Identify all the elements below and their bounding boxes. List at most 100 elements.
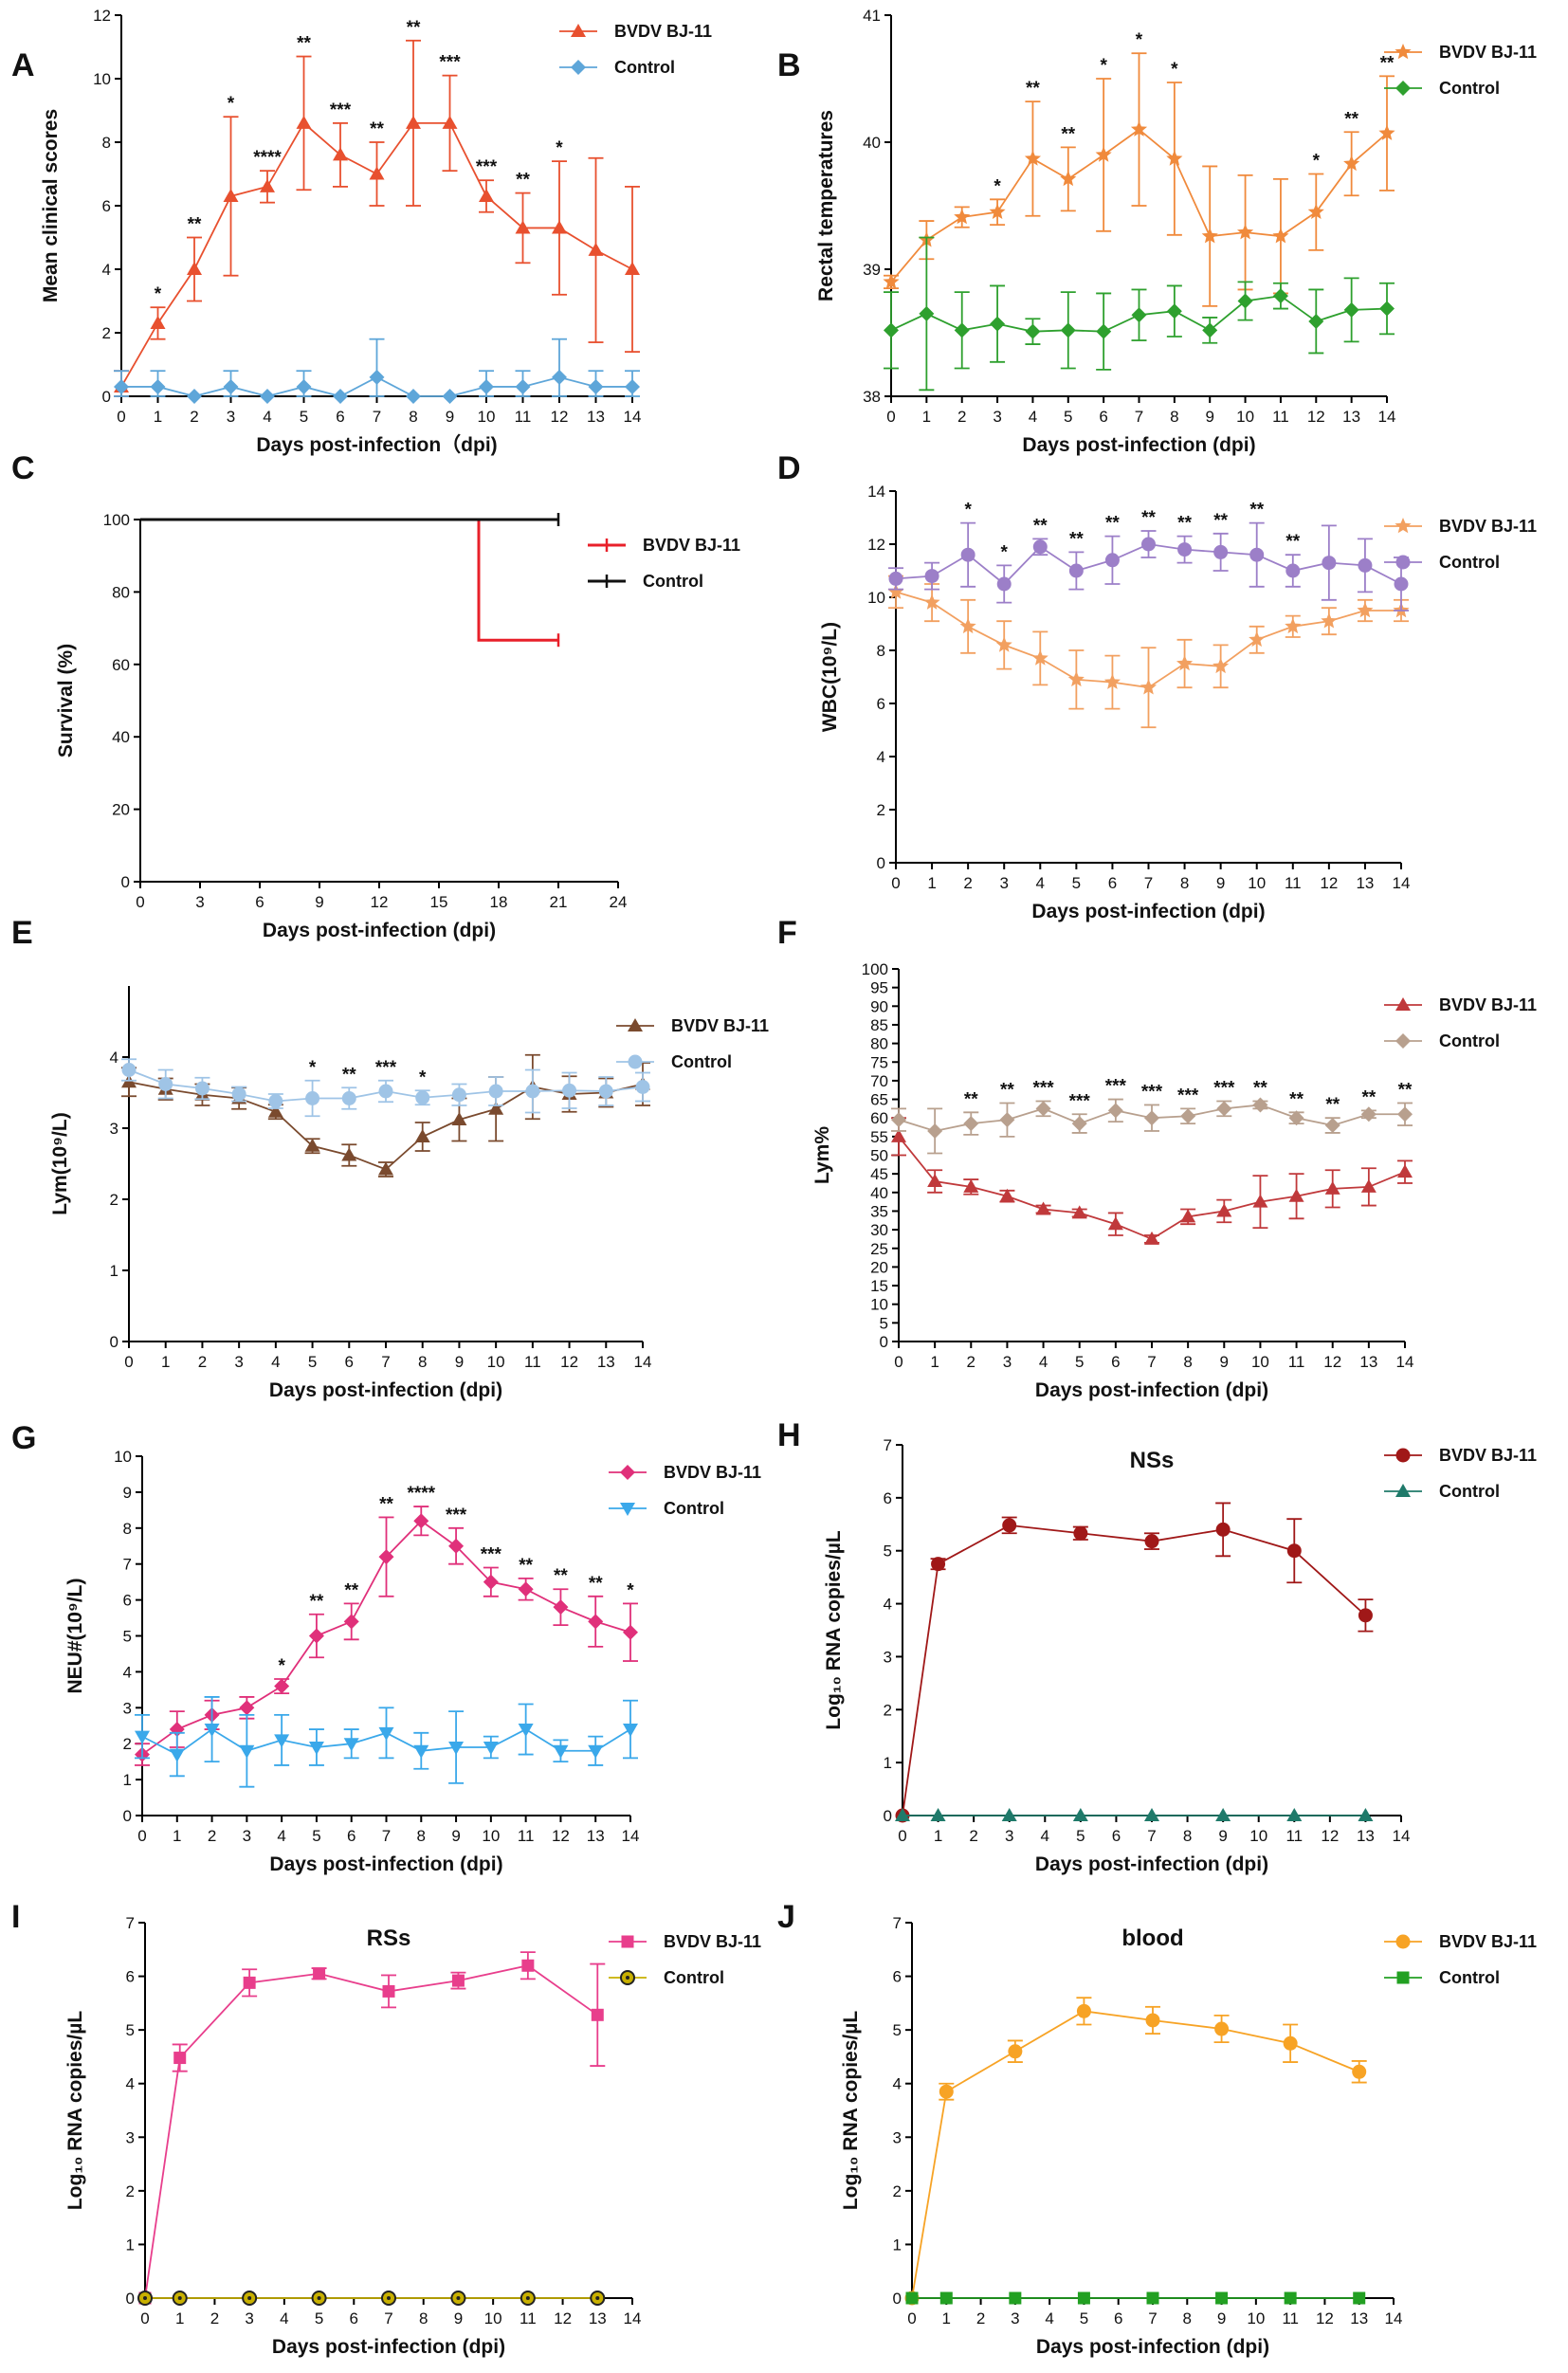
panel-g-point <box>553 1599 569 1615</box>
panel-a-point <box>223 378 239 394</box>
panel-e-xtick-label: 14 <box>634 1353 652 1371</box>
panel-a-point <box>187 262 202 275</box>
panel-f-significance: *** <box>1213 1079 1235 1099</box>
panel-e-point <box>451 1087 466 1103</box>
panel-g-point <box>308 1628 324 1644</box>
panel-d-point <box>1249 547 1265 562</box>
panel-g-point <box>448 1741 465 1755</box>
panel-j-title: blood <box>1121 1926 1183 1951</box>
panel-f-significance: *** <box>1105 1077 1127 1097</box>
panel-d-point <box>1032 539 1048 555</box>
panel-f-xtick-label: 0 <box>894 1353 903 1371</box>
panel-h-point <box>1286 1808 1303 1821</box>
panel-b-xtick-label: 5 <box>1064 408 1072 426</box>
panel-i-point <box>382 1984 395 1998</box>
panel-a-point <box>333 389 348 404</box>
panel-b-point <box>1343 155 1360 172</box>
panel-d-point <box>924 569 939 584</box>
panel-g-significance: ** <box>379 1494 393 1514</box>
panel-g-ytick-label: 1 <box>123 1771 132 1789</box>
panel-j-xtick-label: 12 <box>1316 2309 1334 2327</box>
panel-b-xtick-label: 4 <box>1029 408 1037 426</box>
panel-f-point <box>1360 1106 1377 1123</box>
panel-i-xtick-label: 1 <box>175 2309 184 2327</box>
panel-b-significance: * <box>1136 30 1143 50</box>
panel-d-significance: ** <box>1069 529 1084 549</box>
panel-c-ytick-label: 40 <box>112 728 130 746</box>
panel-f-point <box>963 1178 979 1193</box>
panel-b-ytick-label: 38 <box>863 388 881 406</box>
panel-g-point <box>239 1700 255 1716</box>
panel-b-significance: * <box>994 176 1001 196</box>
panel-c-xtick-label: 21 <box>550 893 568 911</box>
panel-g-point <box>378 1549 394 1565</box>
panel-a-point <box>406 115 421 129</box>
panel-i-ytick-label: 6 <box>126 1968 135 1986</box>
panel-j-point <box>905 2291 919 2305</box>
panel-b-point <box>1202 322 1218 338</box>
panel-d-legend-label: Control <box>1439 553 1500 572</box>
panel-a-point <box>479 378 494 394</box>
panel-e-point <box>378 1084 393 1099</box>
panel-g-xtick-label: 13 <box>587 1827 605 1845</box>
panel-d-point <box>1068 563 1084 578</box>
panel-i-title: RSs <box>367 1926 411 1951</box>
panel-b-significance: ** <box>1344 109 1358 129</box>
panel-g-legend-label: Control <box>664 1499 724 1518</box>
panel-g-xtick-label: 14 <box>622 1827 640 1845</box>
panel-a-significance: *** <box>330 100 352 120</box>
panel-a-xtick-label: 2 <box>190 408 198 426</box>
panel-b-point <box>1166 303 1182 319</box>
panel-g-point <box>553 1744 569 1759</box>
panel-j-xlabel: Days post-infection (dpi) <box>1036 2336 1269 2358</box>
panel-b-legend-marker <box>1395 44 1412 60</box>
panel-e-ytick-label: 4 <box>110 1049 119 1067</box>
panel-j-ytick-label: 1 <box>893 2236 902 2254</box>
panel-h-xtick-label: 9 <box>1218 1827 1227 1845</box>
panel-h-title: NSs <box>1130 1448 1175 1473</box>
panel-f-xtick-label: 5 <box>1075 1353 1084 1371</box>
panel-a-ytick-label: 0 <box>102 388 111 406</box>
panel-g-significance: * <box>627 1580 634 1600</box>
panel-f-point <box>1180 1108 1196 1124</box>
panel-b-xtick-label: 6 <box>1099 408 1107 426</box>
panel-d-ytick-label: 12 <box>867 536 885 554</box>
panel-b-point <box>1060 170 1077 187</box>
panel-h-point <box>931 1557 946 1572</box>
panel-e-point <box>414 1129 430 1142</box>
panel-j-xtick-label: 6 <box>1114 2309 1122 2327</box>
panel-a-point <box>296 115 312 129</box>
panel-d-significance: * <box>1001 542 1009 562</box>
panel-d-point <box>1394 576 1409 592</box>
panel-g-point <box>204 1724 220 1738</box>
panel-d-point <box>1358 557 1373 573</box>
panel-g-xtick-label: 3 <box>243 1827 251 1845</box>
panel-j-ytick-label: 6 <box>893 1968 902 1986</box>
panel-i-point <box>521 1959 535 1972</box>
panel-b-point <box>1307 203 1324 219</box>
panel-a-point <box>187 389 202 404</box>
panel-f-xtick-label: 12 <box>1323 1353 1341 1371</box>
panel-c-xtick-label: 0 <box>136 893 144 911</box>
panel-i-point <box>591 2008 604 2021</box>
panel-j-series-0 <box>904 1997 1367 2306</box>
panel-f-xtick-label: 10 <box>1251 1353 1269 1371</box>
panel-e-point <box>268 1094 283 1108</box>
panel-b-xtick-label: 12 <box>1307 408 1325 426</box>
panel-e-xtick-label: 2 <box>198 1353 207 1371</box>
panel-a-point <box>588 242 604 256</box>
panel-a-significance: * <box>556 138 563 158</box>
panel-d-legend-label: BVDV BJ-11 <box>1439 517 1537 536</box>
panel-j-point <box>1145 2013 1160 2028</box>
panel-b-xtick-label: 14 <box>1378 408 1396 426</box>
panel-g-point <box>623 1624 638 1640</box>
panel-f-significance: ** <box>964 1089 978 1109</box>
panel-h-ytick-label: 5 <box>884 1542 892 1561</box>
panel-b-point <box>1379 301 1395 317</box>
panel-j-point <box>939 2084 954 2099</box>
panel-f-xtick-label: 9 <box>1220 1353 1229 1371</box>
panel-g-xtick-label: 6 <box>347 1827 356 1845</box>
panel-a-point <box>625 262 640 275</box>
panel-f: F051015202530354045505560657075808590951… <box>777 915 1537 1401</box>
panel-f-ytick-label: 5 <box>880 1314 888 1332</box>
